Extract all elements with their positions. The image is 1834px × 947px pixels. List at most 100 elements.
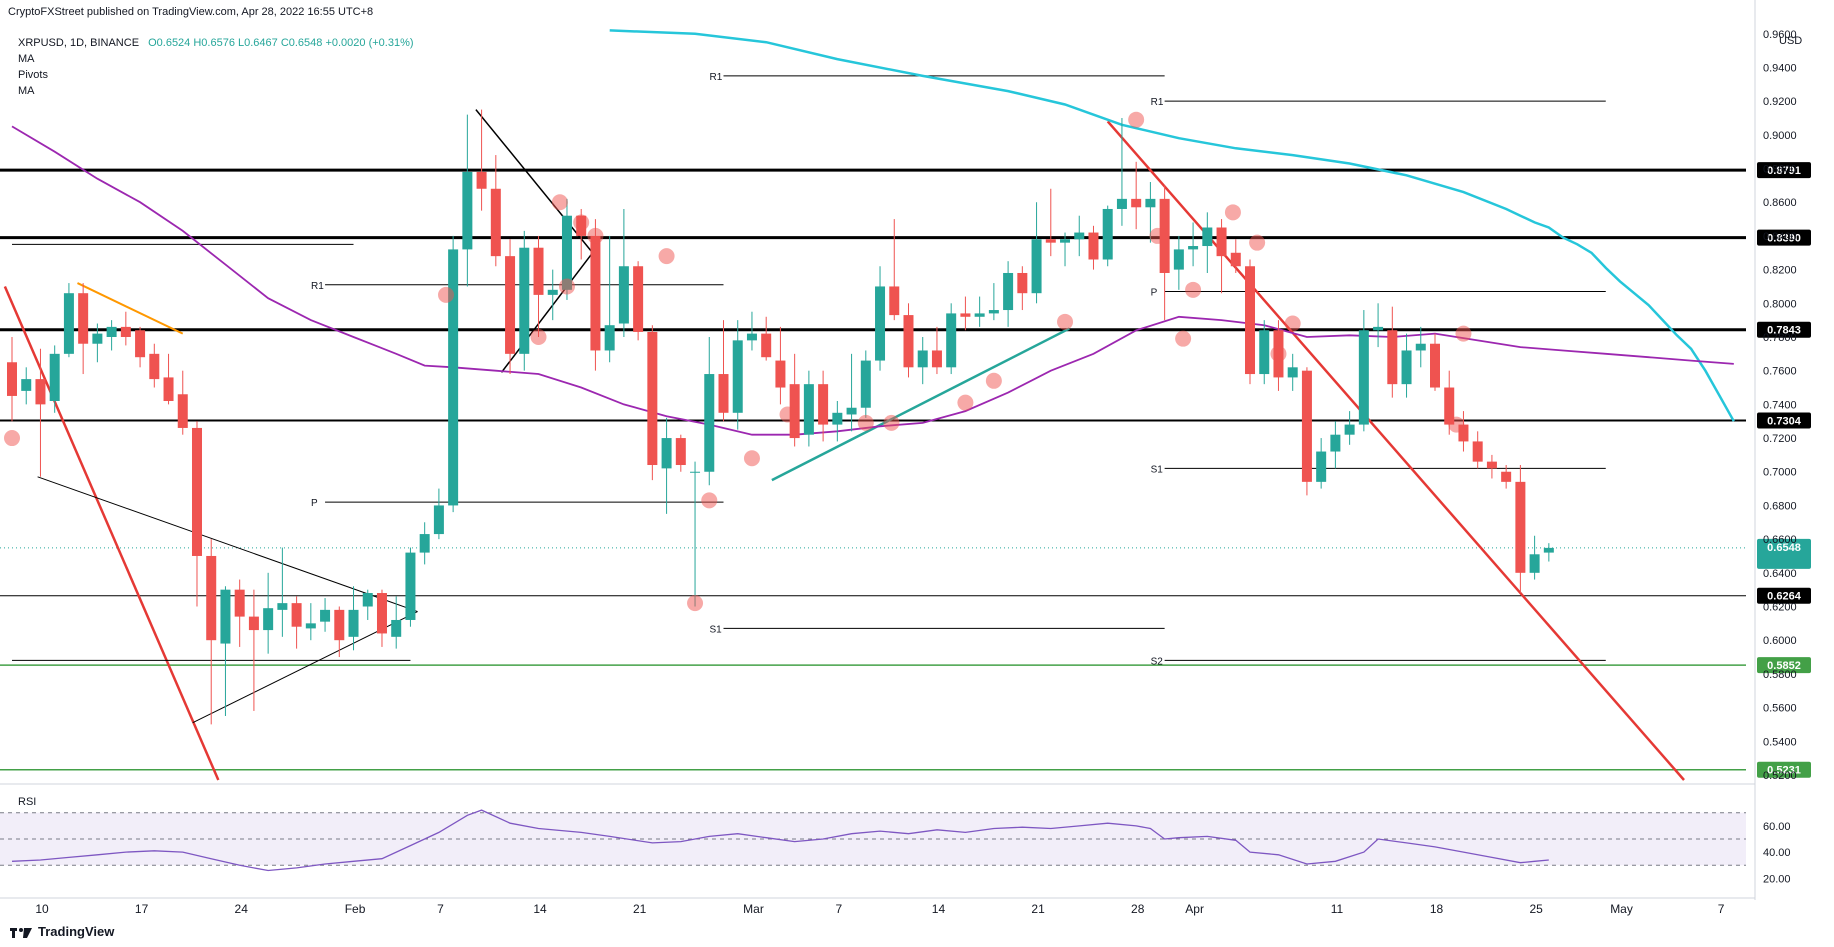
triangle-upper-line	[37, 476, 418, 613]
touch-marker	[883, 414, 900, 431]
touch-marker	[701, 492, 718, 509]
candle-body	[92, 333, 103, 344]
touch-marker	[1455, 325, 1472, 342]
candle-body	[917, 350, 928, 368]
time-tick: 11	[1331, 902, 1344, 916]
touch-marker	[1057, 313, 1074, 330]
candle-body	[348, 609, 359, 637]
time-tick: 7	[1718, 902, 1725, 916]
candle-body	[618, 266, 629, 324]
candle-body	[234, 589, 245, 617]
current-price-tag	[1757, 538, 1811, 569]
candle-body	[647, 331, 658, 466]
touch-marker	[438, 286, 455, 303]
chart-legend: XRPUSD, 1D, BINANCE O0.6524 H0.6576 L0.6…	[18, 35, 414, 99]
candle-body	[1515, 481, 1526, 573]
candle-body	[590, 235, 601, 351]
touch-marker	[4, 430, 20, 447]
ma-mid-line	[11, 125, 1734, 436]
touch-marker	[957, 394, 974, 411]
indicator-ma-1[interactable]: MA	[18, 53, 35, 65]
time-axis: 10 17 24 Feb 7 14 21 Mar 7 14 21 28 Apr 11 18 25 May 7	[35, 902, 1724, 916]
trendline-teal	[771, 327, 1070, 482]
candle-body	[476, 171, 487, 189]
tradingview-footer[interactable]: TradingView	[10, 924, 114, 939]
candle-body	[803, 384, 814, 435]
candle-body	[1088, 232, 1099, 260]
price-tick: 0.8400	[1763, 231, 1797, 243]
candle-body	[305, 623, 316, 629]
candle-body	[1131, 198, 1142, 208]
candle-body	[1472, 441, 1483, 462]
candle-body	[1501, 471, 1512, 482]
touch-marker	[551, 194, 568, 211]
level-tag-0.7304	[1757, 412, 1811, 429]
candle-body	[1060, 239, 1071, 243]
price-tick: 0.8600	[1763, 197, 1797, 209]
pivot-label: P	[311, 498, 318, 509]
touch-marker	[1249, 234, 1266, 251]
pivot-lines: R1 P R1 S1 R1 P S1 S2	[311, 72, 1606, 667]
candle-body	[1145, 198, 1156, 208]
touch-marker	[1128, 111, 1145, 128]
candle-body	[1543, 547, 1554, 553]
candle-body	[7, 362, 17, 396]
candle-body	[1216, 227, 1227, 257]
candle-body	[931, 350, 942, 368]
level-tag-0.7843	[1757, 321, 1811, 338]
wedge-lower-line	[500, 252, 594, 373]
candle-body	[561, 215, 572, 290]
time-tick: 7	[437, 902, 444, 916]
candle-body	[462, 171, 473, 250]
level-tag-0.5231	[1757, 761, 1811, 778]
symbol-line[interactable]: XRPUSD, 1D, BINANCE O0.6524 H0.6576 L0.6…	[18, 35, 414, 51]
touch-marker	[1175, 330, 1192, 347]
candle-body	[248, 616, 259, 631]
candle-body	[1373, 326, 1384, 331]
candle-body	[35, 379, 46, 405]
indicator-pivots[interactable]: Pivots	[18, 69, 48, 81]
rsi-label: RSI	[18, 796, 37, 808]
candle-body	[177, 394, 188, 428]
trendline-orange	[77, 282, 184, 335]
candle-body	[1003, 272, 1014, 311]
candle-body	[1173, 249, 1184, 270]
candle-body	[505, 256, 516, 354]
touch-marker	[530, 328, 547, 345]
level-tag-text: 0.7843	[1767, 325, 1801, 337]
candle-body	[433, 505, 444, 535]
time-tick: 24	[235, 902, 249, 916]
drawings	[3, 109, 1685, 781]
candle-body	[149, 353, 160, 380]
candle-body	[263, 608, 274, 631]
time-tick: Apr	[1185, 902, 1204, 916]
rsi-line	[11, 809, 1549, 872]
candle-body	[1188, 246, 1199, 250]
candle-body	[746, 333, 757, 341]
price-tick: 0.7800	[1763, 332, 1797, 344]
candle-body	[946, 313, 957, 368]
pivot-label: P	[1151, 288, 1158, 299]
indicator-ma-2[interactable]: MA	[18, 85, 35, 97]
currency-label: USD	[1779, 35, 1802, 47]
pivot-label: R1	[311, 281, 324, 292]
touch-marker	[1270, 345, 1287, 362]
candle-body	[875, 286, 886, 361]
candle-body	[960, 313, 971, 317]
wedge-upper-line	[475, 109, 594, 254]
candle-body	[320, 609, 331, 622]
trendline-red-left	[3, 285, 220, 781]
time-tick: 28	[1131, 902, 1145, 916]
candle-body	[419, 534, 430, 553]
candle-body	[490, 188, 501, 257]
rsi-tick: 20.00	[1763, 873, 1791, 885]
price-tick: 0.7400	[1763, 399, 1797, 411]
candle-body	[860, 360, 871, 408]
price-tick: 0.9600	[1763, 29, 1797, 41]
price-tick: 0.6400	[1763, 568, 1797, 580]
rsi-tick: 60.00	[1763, 821, 1791, 833]
level-tag-0.8390	[1757, 229, 1811, 246]
candle-body	[1486, 461, 1497, 469]
touch-marker	[1224, 204, 1241, 221]
